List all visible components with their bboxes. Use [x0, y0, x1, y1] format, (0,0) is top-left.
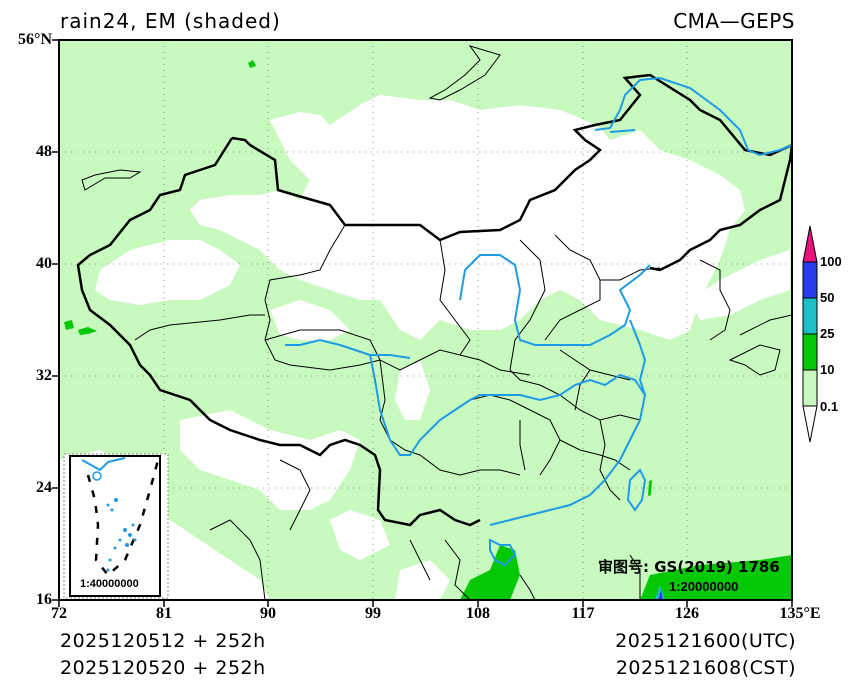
lon-label-135: 135°E [779, 605, 821, 622]
axis-ticks [52, 39, 793, 607]
graticule [59, 40, 792, 600]
colorbar-label-50: 50 [820, 290, 835, 305]
lon-label-90: 90 [260, 605, 276, 622]
lat-label-56: 56°N [18, 31, 52, 48]
main-scale: 1:20000000 [669, 579, 739, 594]
lat-label-48: 48 [36, 143, 52, 160]
valid-time-utc: 2025121600(UTC) [615, 630, 796, 652]
plot-frame [58, 39, 793, 601]
valid-time-cst: 2025121608(CST) [615, 657, 796, 679]
colorbar [802, 225, 818, 443]
init-time-cst: 2025120520 + 252h [60, 657, 266, 679]
chart-title: rain24, EM (shaded) [60, 9, 281, 33]
inset-scale: 1:40000000 [80, 578, 139, 590]
lat-label-16: 16 [36, 591, 52, 608]
lat-label-40: 40 [36, 255, 52, 272]
lat-label-32: 32 [36, 367, 52, 384]
precip-shading [59, 40, 792, 600]
lon-label-117: 117 [571, 605, 595, 622]
inset-map [63, 453, 169, 599]
colorbar-label-0-1: 0.1 [820, 399, 839, 414]
lon-label-126: 126 [675, 605, 699, 622]
china-border [231, 73, 792, 272]
lon-label-108: 108 [466, 605, 490, 622]
lon-label-81: 81 [156, 605, 172, 622]
lon-label-72: 72 [51, 605, 67, 622]
lon-label-99: 99 [365, 605, 381, 622]
rivers-coastline [285, 76, 792, 567]
map-review-number: 审图号: GS(2019) 1786 [598, 558, 780, 576]
colorbar-label-10: 10 [820, 362, 835, 377]
colorbar-label-100: 100 [820, 254, 842, 269]
lat-label-24: 24 [36, 479, 52, 496]
model-name: CMA—GEPS [673, 9, 795, 33]
colorbar-label-25: 25 [820, 326, 835, 341]
province-borders [81, 45, 792, 600]
init-time-utc: 2025120512 + 252h [60, 630, 266, 652]
